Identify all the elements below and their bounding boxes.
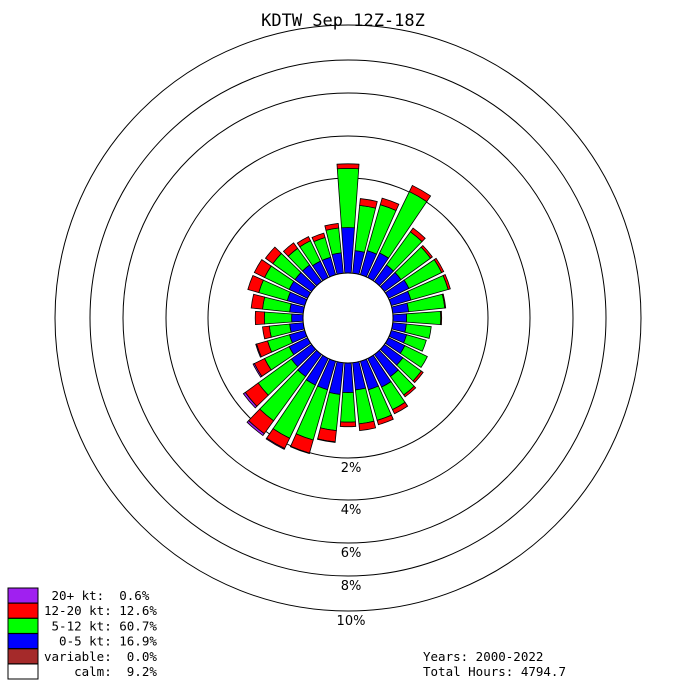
- calm-circle: [302, 272, 394, 364]
- bar-50-12-20-kt: [420, 244, 433, 259]
- bar-120-5-12-kt: [399, 345, 428, 369]
- bar-230-20-kt: [242, 391, 258, 409]
- bar-270-5-12-kt: [263, 311, 293, 325]
- bar-170-12-20-kt: [358, 420, 377, 432]
- bar-290-12-20-kt: [247, 274, 264, 294]
- ring-grid: [54, 24, 642, 612]
- ring-label-4: 4%: [341, 503, 362, 518]
- bar-40-12-20-kt: [409, 227, 426, 243]
- bar-110-5-12-kt: [403, 334, 427, 352]
- bar-260-12-20-kt: [262, 325, 272, 340]
- bar-90-0-5-kt: [392, 313, 408, 323]
- legend-swatch-1: [7, 602, 39, 619]
- years-text: Years: 2000-2022: [423, 649, 543, 664]
- bar-270-0-5-kt: [291, 313, 304, 323]
- bar-70-12-20-kt: [442, 274, 451, 290]
- chart-title: KDTW Sep 12Z-18Z: [261, 11, 425, 31]
- ring-8: [89, 59, 607, 577]
- bar-330-12-20-kt: [296, 236, 311, 248]
- legend-label-2: 5-12 kt: 60.7%: [44, 618, 157, 633]
- bar-160-12-20-kt: [376, 414, 394, 426]
- ring-label-2: 2%: [341, 461, 362, 476]
- bar-0-5-12-kt: [336, 167, 360, 229]
- bar-60-12-20-kt: [433, 257, 445, 274]
- bar-180-0-5-kt: [342, 362, 354, 393]
- bar-80-12-20-kt: [441, 293, 447, 309]
- ring-4: [165, 135, 531, 501]
- legend-label-3: 0-5 kt: 16.9%: [44, 634, 157, 649]
- legend-swatch-0: [7, 587, 39, 604]
- bar-140-12-20-kt: [403, 385, 417, 398]
- ring-label-8: 8%: [341, 579, 362, 594]
- wind-bars: [242, 163, 451, 455]
- stats-block: Years: 2000-2022 Total Hours: 4794.7: [423, 649, 566, 679]
- bar-130-12-20-kt: [412, 370, 424, 384]
- bar-350-12-20-kt: [324, 223, 340, 231]
- bar-310-12-20-kt: [264, 246, 282, 265]
- legend-swatch-2: [7, 617, 39, 634]
- bar-280-12-20-kt: [250, 293, 266, 310]
- total-hours-text: Total Hours: 4794.7: [423, 664, 566, 679]
- bar-10-12-20-kt: [359, 198, 378, 209]
- bar-320-12-20-kt: [282, 242, 299, 257]
- bar-100-5-12-kt: [404, 323, 432, 339]
- legend-label-0: 20+ kt: 0.6%: [44, 588, 150, 603]
- legend: 20+ kt: 0.6%12-20 kt: 12.6% 5-12 kt: 60.…: [7, 587, 157, 680]
- bar-150-12-20-kt: [391, 401, 409, 415]
- bar-190-20-kt: [317, 438, 336, 443]
- bar-90-5-12-kt: [406, 310, 442, 326]
- bar-20-12-20-kt: [379, 197, 400, 211]
- bar-0-12-20-kt: [336, 163, 360, 170]
- legend-label-1: 12-20 kt: 12.6%: [44, 603, 157, 618]
- bar-270-12-20-kt: [254, 310, 265, 326]
- bar-30-12-20-kt: [408, 184, 432, 203]
- bar-250-20-kt: [255, 343, 262, 358]
- bar-180-12-20-kt: [339, 421, 357, 428]
- legend-swatch-3: [7, 633, 39, 650]
- bar-340-12-20-kt: [311, 232, 326, 243]
- ring-10: [54, 24, 642, 612]
- bar-200-20-kt: [289, 445, 310, 455]
- bar-90-12-20-kt: [440, 310, 443, 326]
- bar-210-20-kt: [265, 437, 286, 450]
- ring-6: [122, 92, 574, 544]
- bar-220-20-kt: [246, 420, 265, 437]
- legend-swatch-4: [7, 648, 39, 665]
- ring-label-10: 10%: [337, 614, 366, 629]
- legend-swatch-5: [7, 663, 39, 680]
- ring-labels: 2% 4% 6% 8% 10%: [337, 461, 366, 629]
- bar-240-20-kt: [252, 362, 263, 378]
- ring-label-6: 6%: [341, 546, 362, 561]
- bar-180-5-12-kt: [340, 391, 356, 423]
- legend-label-4: variable: 0.0%: [44, 649, 157, 664]
- bar-300-12-20-kt: [253, 259, 272, 279]
- legend-label-5: calm: 9.2%: [44, 664, 157, 679]
- bar-0-0-5-kt: [341, 227, 355, 274]
